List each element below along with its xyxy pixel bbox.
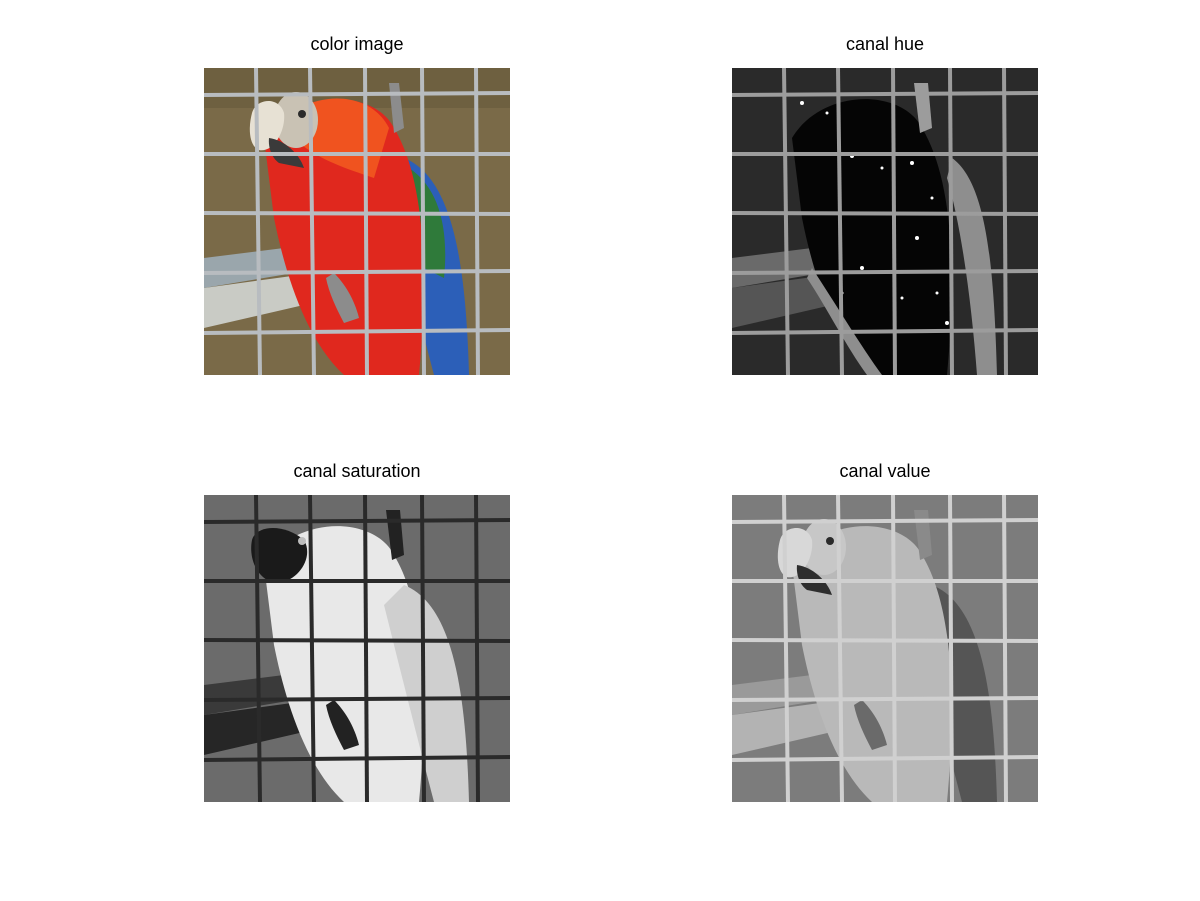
panel-title: canal value [839,461,931,481]
saturation-channel-image [204,495,510,802]
hue-channel-image [732,68,1038,375]
panel-title: canal saturation [293,461,421,481]
color-image-parrot [204,68,510,375]
panel-title: color image [310,34,404,54]
value-channel-image [732,495,1038,802]
panel-title: canal hue [845,34,925,54]
